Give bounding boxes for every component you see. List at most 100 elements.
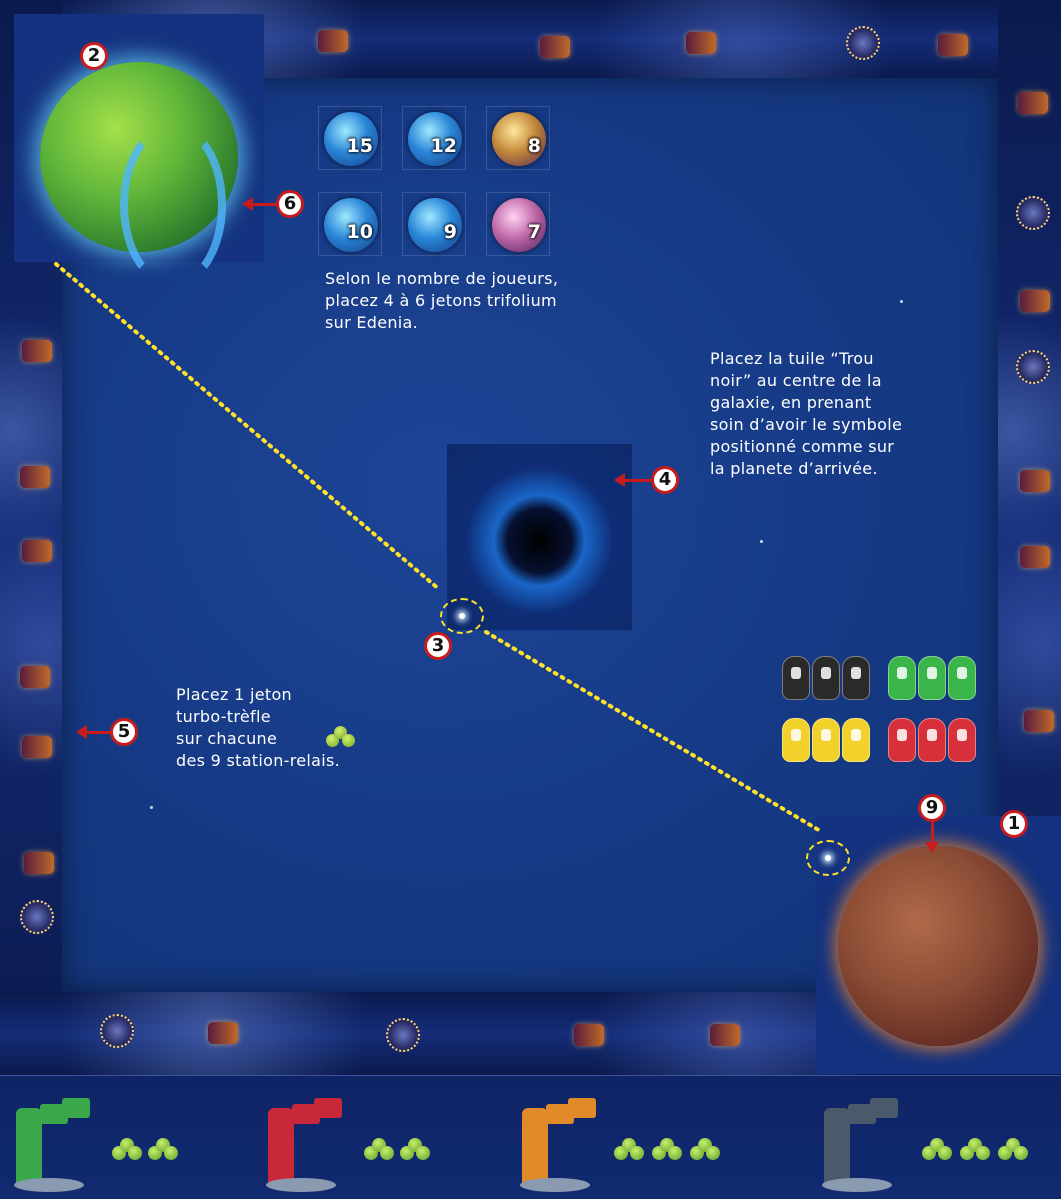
player-base-orange bbox=[516, 1094, 612, 1194]
relay-station-icon bbox=[1020, 290, 1050, 312]
base-flag bbox=[568, 1098, 596, 1118]
black-hole-tile bbox=[447, 444, 632, 630]
instruction-line: Placez la tuile “Trou bbox=[710, 349, 874, 368]
star bbox=[760, 540, 763, 543]
instruction-line: Selon le nombre de joueurs, bbox=[325, 269, 559, 288]
base-flag bbox=[870, 1098, 898, 1118]
ship-token bbox=[842, 656, 870, 700]
relay-station-icon bbox=[22, 736, 52, 758]
instruction-line: positionné comme sur bbox=[710, 437, 895, 456]
trifolium-token: 8 bbox=[486, 106, 550, 170]
callout-9: 9 bbox=[918, 794, 946, 822]
instruction-line: turbo-trèfle bbox=[176, 707, 271, 726]
edenia-river bbox=[120, 122, 226, 288]
base-foot bbox=[266, 1178, 336, 1192]
relay-station-icon bbox=[20, 466, 50, 488]
star bbox=[900, 300, 903, 303]
relay-station-icon bbox=[574, 1024, 604, 1046]
ship-token bbox=[888, 718, 916, 762]
relay-station-icon bbox=[686, 32, 716, 54]
callout-5-arrowhead bbox=[76, 725, 87, 739]
turbo-clover-icon bbox=[652, 1138, 682, 1168]
turbo-clover-instructions: Placez 1 jeton turbo-trèfle sur chacune … bbox=[176, 684, 340, 772]
token-value: 7 bbox=[527, 221, 541, 243]
callout-4-arrow bbox=[624, 479, 652, 482]
callout-6: 6 bbox=[276, 190, 304, 218]
turbo-clover-icon bbox=[364, 1138, 394, 1168]
ship-token bbox=[842, 718, 870, 762]
swirl-portal-icon bbox=[1016, 196, 1050, 230]
turbo-clover-icon bbox=[922, 1138, 952, 1168]
callout-4-arrowhead bbox=[614, 473, 625, 487]
instruction-line: galaxie, en prenant bbox=[710, 393, 872, 412]
turbo-clover-icon bbox=[998, 1138, 1028, 1168]
callout-4: 4 bbox=[651, 466, 679, 494]
arrival-planet bbox=[838, 846, 1038, 1046]
relay-station-icon bbox=[208, 1022, 238, 1044]
swirl-portal-icon bbox=[20, 900, 54, 934]
relay-station-icon bbox=[938, 34, 968, 56]
turbo-clover-icon bbox=[400, 1138, 430, 1168]
relay-station-icon bbox=[20, 666, 50, 688]
edenia-planet-tile bbox=[14, 14, 264, 288]
callout-5-arrow bbox=[86, 731, 112, 734]
turbo-clover-icon bbox=[614, 1138, 644, 1168]
edenia-planet bbox=[40, 62, 238, 288]
trifolium-icon bbox=[492, 112, 546, 166]
swirl-portal-icon bbox=[386, 1018, 420, 1052]
base-flag bbox=[40, 1104, 68, 1124]
arrival-planet-tile bbox=[816, 816, 1061, 1074]
ship-token bbox=[918, 656, 946, 700]
relay-station-icon bbox=[1018, 92, 1048, 114]
turbo-clover-icon bbox=[960, 1138, 990, 1168]
relay-station-icon bbox=[318, 30, 348, 52]
ship-token bbox=[918, 718, 946, 762]
trifolium-icon bbox=[324, 198, 378, 252]
trifolium-token: 7 bbox=[486, 192, 550, 256]
callout-6-arrow bbox=[252, 203, 278, 206]
base-tower bbox=[824, 1108, 850, 1188]
ship-token bbox=[948, 656, 976, 700]
callout-5: 5 bbox=[110, 718, 138, 746]
trifolium-instructions: Selon le nombre de joueurs, placez 4 à 6… bbox=[325, 268, 558, 334]
start-marker-ring bbox=[440, 598, 484, 634]
dotted-path bbox=[54, 262, 824, 834]
start-marker-dot bbox=[459, 613, 465, 619]
swirl-portal-icon bbox=[1016, 350, 1050, 384]
base-foot bbox=[520, 1178, 590, 1192]
token-value: 8 bbox=[527, 135, 541, 157]
trifolium-icon bbox=[408, 112, 462, 166]
callout-3: 3 bbox=[424, 632, 452, 660]
swirl-portal-icon bbox=[100, 1014, 134, 1048]
trifolium-token: 9 bbox=[402, 192, 466, 256]
player-base-black bbox=[818, 1094, 914, 1194]
black-hole-instructions: Placez la tuile “Trou noir” au centre de… bbox=[710, 348, 902, 480]
base-flag bbox=[314, 1098, 342, 1118]
ship-token bbox=[888, 656, 916, 700]
base-tower bbox=[268, 1108, 294, 1188]
instruction-line: sur chacune bbox=[176, 729, 278, 748]
relay-station-icon bbox=[710, 1024, 740, 1046]
base-flag bbox=[62, 1098, 90, 1118]
ship-token bbox=[782, 718, 810, 762]
base-flag bbox=[546, 1104, 574, 1124]
relay-station-icon bbox=[22, 340, 52, 362]
trifolium-icon bbox=[492, 198, 546, 252]
turbo-clover-icon bbox=[326, 726, 356, 756]
ship-token bbox=[948, 718, 976, 762]
star bbox=[150, 806, 153, 809]
swirl-portal-icon bbox=[846, 26, 880, 60]
relay-station-icon bbox=[540, 36, 570, 58]
instruction-line: noir” au centre de la bbox=[710, 371, 882, 390]
token-value: 10 bbox=[346, 221, 373, 243]
base-tower bbox=[16, 1108, 42, 1188]
token-value: 9 bbox=[443, 221, 457, 243]
relay-station-icon bbox=[24, 852, 54, 874]
token-value: 15 bbox=[346, 135, 373, 157]
ship-token bbox=[812, 656, 840, 700]
player-base-green bbox=[10, 1094, 106, 1194]
callout-6-arrowhead bbox=[242, 197, 253, 211]
callout-2: 2 bbox=[80, 42, 108, 70]
trifolium-icon bbox=[408, 198, 462, 252]
game-board: 15 12 8 10 9 7 Selon le nombre de joueur… bbox=[0, 0, 1061, 1075]
